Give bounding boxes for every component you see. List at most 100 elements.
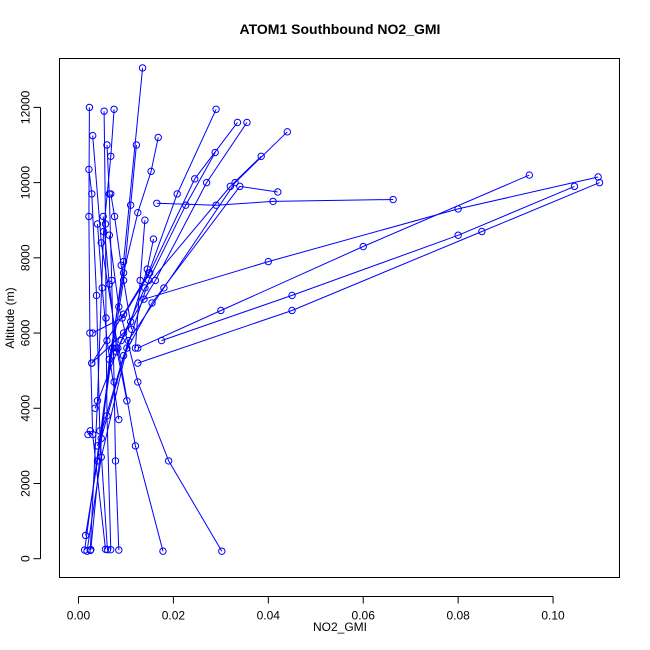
- series-line: [137, 182, 600, 364]
- data-point: [81, 531, 90, 540]
- data-point: [525, 171, 534, 179]
- data-point: [211, 148, 219, 157]
- data-point: [138, 64, 147, 72]
- data-point: [115, 303, 123, 311]
- data-point: [88, 190, 96, 198]
- series-line: [143, 176, 599, 300]
- series-line: [92, 122, 238, 334]
- data-point: [117, 336, 125, 345]
- data-point: [99, 212, 107, 221]
- data-point: [570, 182, 579, 191]
- x-tick-label: 0.08: [446, 609, 470, 623]
- data-point: [102, 314, 110, 322]
- data-point: [110, 105, 118, 113]
- data-point: [85, 212, 93, 221]
- data-point: [149, 235, 158, 243]
- data-point: [108, 276, 116, 285]
- data-point: [478, 227, 486, 236]
- data-point: [96, 427, 104, 435]
- data-point: [134, 208, 142, 217]
- y-tick-label: 2000: [19, 470, 33, 497]
- data-point: [143, 265, 151, 273]
- y-tick-label: 10000: [19, 166, 33, 200]
- series-line: [110, 193, 133, 330]
- data-point: [115, 415, 123, 424]
- data-point: [97, 453, 105, 461]
- data-point: [88, 359, 96, 367]
- data-point: [147, 167, 155, 176]
- data-point: [148, 299, 156, 307]
- data-point: [98, 284, 106, 292]
- data-point: [243, 118, 251, 127]
- data-point: [233, 118, 242, 127]
- data-point: [123, 397, 131, 405]
- x-tick-label: 0.04: [257, 609, 281, 623]
- data-point: [103, 336, 111, 345]
- y-axis-label: Altitude (m): [3, 287, 17, 348]
- data-point: [257, 152, 265, 160]
- data-point: [103, 141, 111, 149]
- data-point: [93, 220, 102, 228]
- data-point: [89, 329, 97, 337]
- data-point: [105, 231, 114, 239]
- series-points: [80, 64, 604, 555]
- data-point: [134, 344, 142, 352]
- data-point: [103, 545, 112, 554]
- y-axis: 0 2000 4000 6000 8000 10000 12000: [19, 90, 41, 562]
- data-point: [124, 336, 133, 345]
- data-point: [83, 547, 91, 555]
- data-point: [212, 201, 220, 209]
- data-point: [89, 430, 97, 439]
- data-point: [92, 291, 101, 300]
- series-line: [134, 220, 146, 349]
- x-tick-label: 0.06: [352, 609, 376, 623]
- series-line: [91, 122, 248, 364]
- data-point: [594, 173, 602, 181]
- data-point: [126, 201, 135, 209]
- data-point: [107, 190, 115, 198]
- data-point: [105, 355, 114, 364]
- data-point: [274, 188, 282, 196]
- data-point: [159, 547, 167, 555]
- data-point: [136, 276, 144, 285]
- x-axis-label: NO2_GMI: [313, 620, 367, 634]
- data-point: [108, 344, 117, 352]
- x-tick-label: 0.00: [67, 609, 91, 623]
- data-point: [191, 175, 199, 183]
- series-line: [89, 109, 115, 551]
- data-point: [218, 547, 226, 555]
- data-point: [231, 178, 239, 187]
- series-line: [100, 131, 288, 439]
- plot-frame: [59, 58, 620, 578]
- data-point: [140, 295, 148, 303]
- series-line: [97, 223, 120, 420]
- data-point: [119, 310, 128, 318]
- y-tick-label: 4000: [19, 395, 33, 422]
- data-point: [110, 378, 118, 386]
- data-point: [131, 344, 140, 352]
- series-line: [91, 109, 217, 364]
- data-point: [119, 269, 128, 277]
- data-point: [173, 190, 181, 198]
- data-point: [127, 325, 136, 333]
- data-point: [101, 220, 110, 228]
- series-line: [108, 235, 223, 552]
- y-tick-label: 12000: [19, 90, 33, 124]
- data-point: [157, 336, 166, 345]
- series-line: [102, 216, 128, 401]
- data-point: [103, 412, 111, 420]
- x-tick-label: 0.10: [541, 609, 565, 623]
- data-point: [141, 284, 149, 292]
- data-point: [118, 314, 126, 322]
- data-point: [89, 131, 97, 140]
- data-point: [269, 197, 277, 206]
- data-point: [288, 291, 296, 300]
- data-point: [100, 107, 108, 115]
- data-point: [288, 306, 296, 315]
- series-line: [84, 67, 144, 551]
- data-point: [160, 284, 168, 292]
- data-point: [202, 178, 211, 187]
- series-line: [88, 169, 108, 550]
- data-point: [134, 378, 142, 386]
- series-line: [103, 111, 112, 550]
